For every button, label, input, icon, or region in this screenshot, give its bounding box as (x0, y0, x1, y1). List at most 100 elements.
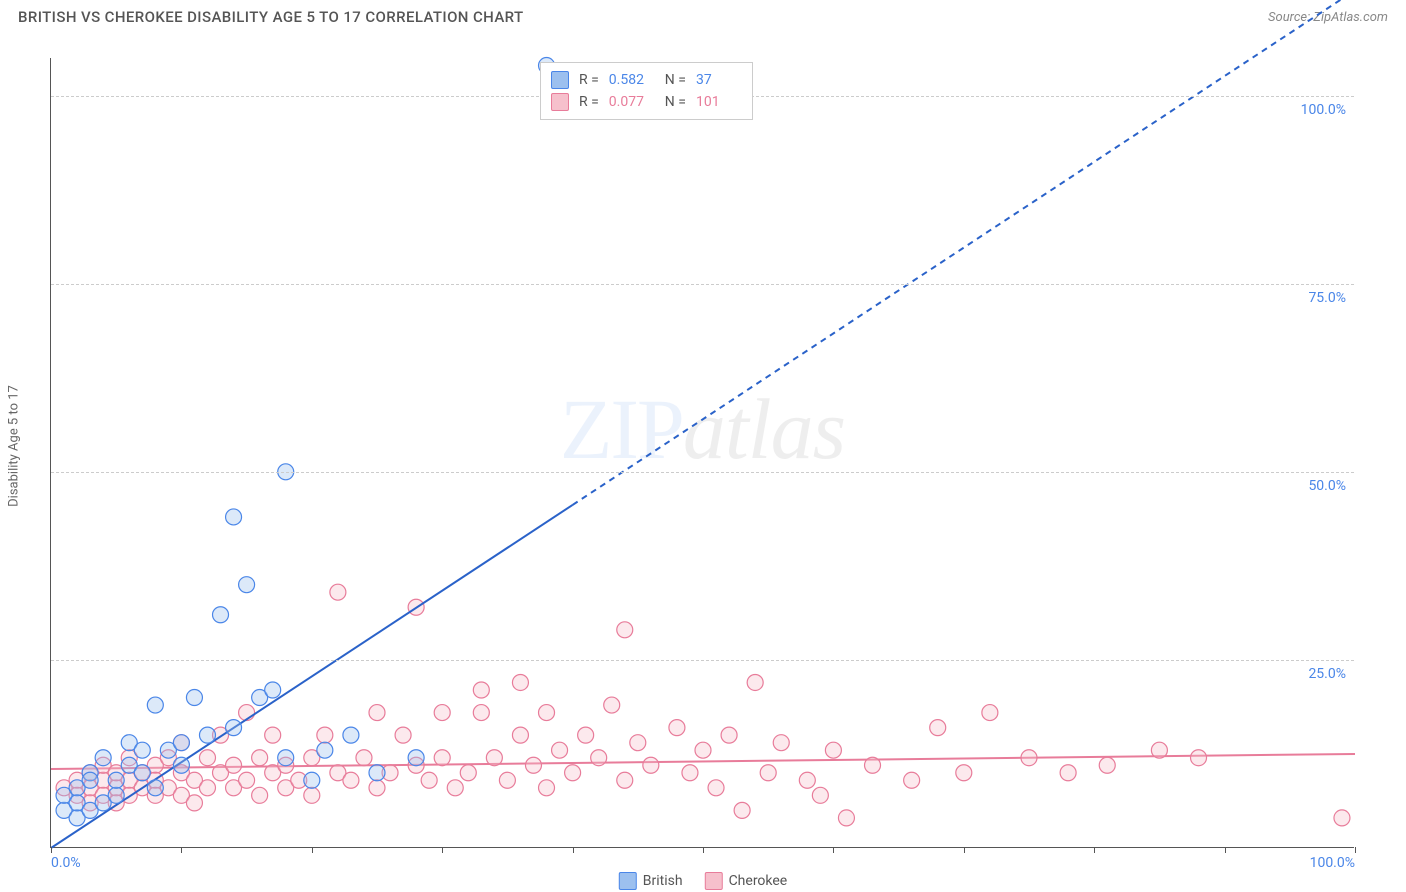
r-label: R = (579, 94, 599, 110)
data-point-cherokee (747, 674, 763, 690)
data-point-british (226, 509, 242, 525)
data-point-british (147, 697, 163, 713)
data-point-british (82, 772, 98, 788)
data-point-cherokee (865, 757, 881, 773)
data-point-cherokee (1191, 750, 1207, 766)
swatch-british (551, 71, 569, 89)
xtick (964, 847, 965, 853)
ytick-label: 25.0% (1308, 666, 1346, 682)
data-point-cherokee (199, 780, 215, 796)
y-axis-label: Disability Age 5 to 17 (7, 385, 22, 507)
data-point-british (147, 780, 163, 796)
data-point-cherokee (734, 802, 750, 818)
ytick-label: 100.0% (1301, 102, 1346, 118)
data-point-cherokee (265, 727, 281, 743)
data-point-cherokee (617, 772, 633, 788)
data-point-cherokee (304, 787, 320, 803)
swatch-cherokee (551, 93, 569, 111)
legend-correlation: R = 0.582 N = 37 R = 0.077 N = 101 (540, 62, 753, 120)
n-value-british: 37 (696, 72, 742, 88)
data-point-british (343, 727, 359, 743)
gridline (51, 284, 1354, 285)
data-point-cherokee (239, 772, 255, 788)
data-point-cherokee (252, 750, 268, 766)
ytick-label: 50.0% (1308, 478, 1346, 494)
data-point-british (278, 750, 294, 766)
data-point-cherokee (473, 682, 489, 698)
data-point-cherokee (1060, 765, 1076, 781)
n-value-cherokee: 101 (696, 94, 742, 110)
data-point-british (369, 765, 385, 781)
data-point-cherokee (1021, 750, 1037, 766)
gridline (51, 472, 1354, 473)
data-point-cherokee (591, 750, 607, 766)
chart-title: BRITISH VS CHEROKEE DISABILITY AGE 5 TO … (18, 8, 524, 26)
data-point-british (304, 772, 320, 788)
xtick-label: 100.0% (1310, 855, 1355, 871)
data-point-british (199, 727, 215, 743)
legend-label-cherokee: Cherokee (729, 873, 788, 889)
xtick (833, 847, 834, 853)
data-point-cherokee (773, 735, 789, 751)
data-point-cherokee (186, 795, 202, 811)
data-point-cherokee (199, 750, 215, 766)
data-point-british (108, 787, 124, 803)
legend-label-british: British (643, 873, 683, 889)
data-point-cherokee (539, 705, 555, 721)
swatch-british-bottom (619, 872, 637, 890)
data-point-cherokee (525, 757, 541, 773)
data-point-cherokee (1151, 742, 1167, 758)
data-point-british (173, 735, 189, 751)
data-point-cherokee (708, 780, 724, 796)
data-point-cherokee (512, 674, 528, 690)
data-point-cherokee (395, 727, 411, 743)
n-label: N = (665, 94, 686, 110)
data-point-cherokee (539, 780, 555, 796)
data-point-cherokee (447, 780, 463, 796)
xtick (703, 847, 704, 853)
data-point-cherokee (930, 720, 946, 736)
r-label: R = (579, 72, 599, 88)
data-point-british (134, 765, 150, 781)
plot-svg (51, 58, 1354, 847)
data-point-cherokee (695, 742, 711, 758)
legend-item-cherokee: Cherokee (705, 872, 788, 890)
data-point-british (239, 577, 255, 593)
xtick (1355, 847, 1356, 853)
data-point-cherokee (578, 727, 594, 743)
data-point-cherokee (226, 757, 242, 773)
data-point-british (265, 682, 281, 698)
data-point-british (213, 607, 229, 623)
legend-row-british: R = 0.582 N = 37 (551, 69, 742, 91)
xtick (181, 847, 182, 853)
data-point-cherokee (343, 772, 359, 788)
legend-series: British Cherokee (619, 872, 787, 890)
n-label: N = (665, 72, 686, 88)
data-point-cherokee (252, 787, 268, 803)
gridline (51, 660, 1354, 661)
data-point-cherokee (512, 727, 528, 743)
legend-row-cherokee: R = 0.077 N = 101 (551, 91, 742, 113)
chart-source: Source: ZipAtlas.com (1268, 10, 1388, 25)
data-point-cherokee (369, 780, 385, 796)
data-point-cherokee (682, 765, 698, 781)
xtick (573, 847, 574, 853)
data-point-cherokee (330, 584, 346, 600)
data-point-british (186, 690, 202, 706)
xtick (442, 847, 443, 853)
data-point-cherokee (369, 705, 385, 721)
data-point-cherokee (499, 772, 515, 788)
xtick (1225, 847, 1226, 853)
xtick (1094, 847, 1095, 853)
xtick (51, 847, 52, 853)
data-point-cherokee (356, 750, 372, 766)
data-point-cherokee (904, 772, 920, 788)
r-value-british: 0.582 (609, 72, 655, 88)
data-point-cherokee (434, 705, 450, 721)
data-point-cherokee (604, 697, 620, 713)
data-point-cherokee (473, 705, 489, 721)
legend-item-british: British (619, 872, 683, 890)
data-point-cherokee (486, 750, 502, 766)
data-point-cherokee (838, 810, 854, 826)
data-point-british (408, 750, 424, 766)
